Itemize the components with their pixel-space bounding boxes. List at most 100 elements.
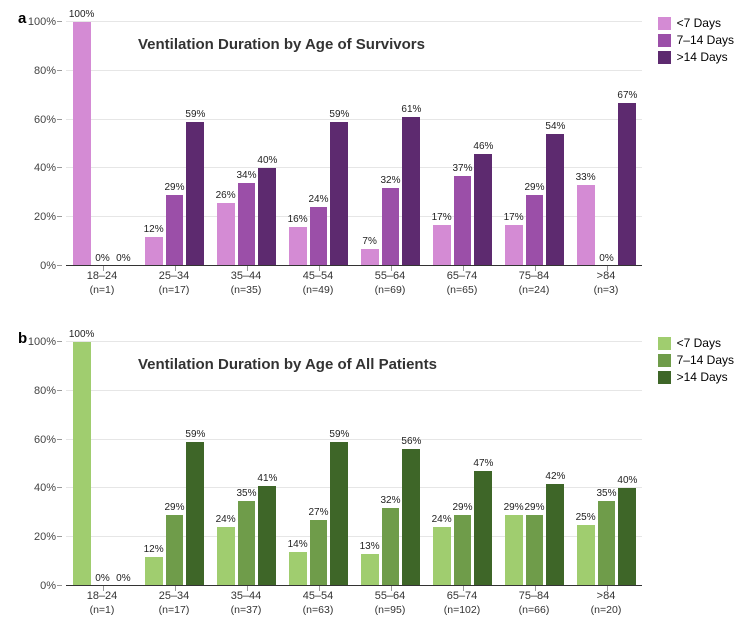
legend-swatch [658, 371, 671, 384]
bar-wrap: 54% [546, 22, 564, 266]
bar-wrap: 25% [577, 342, 595, 586]
bar-value-label: 29% [504, 502, 524, 513]
bar-group: 12%29%59% [138, 22, 210, 266]
bar-value-label: 17% [504, 212, 524, 223]
x-tick-label: 75–84(n=24) [498, 270, 570, 297]
y-tick-label: 0% [40, 260, 56, 272]
bar [402, 117, 420, 266]
bar-value-label: 26% [216, 190, 236, 201]
bar-wrap: 26% [217, 22, 235, 266]
x-tick-label: 55–64(n=95) [354, 590, 426, 617]
x-tick-label: 45–54(n=63) [282, 590, 354, 617]
bar-value-label: 56% [401, 436, 421, 447]
bar-group: 7%32%61% [354, 22, 426, 266]
bar-wrap: 29% [166, 342, 184, 586]
bar-wrap: 35% [238, 342, 256, 586]
bar [73, 22, 91, 266]
bar-wrap: 24% [433, 342, 451, 586]
legend-item: >14 Days [658, 50, 734, 64]
bar-value-label: 29% [524, 182, 544, 193]
legend-swatch [658, 34, 671, 47]
bar [433, 527, 451, 586]
plot-area: 0%20%40%60%80%100%100%0%0%12%29%59%26%34… [66, 22, 642, 266]
bar [289, 552, 307, 586]
bar-wrap: 42% [546, 342, 564, 586]
bar-value-label: 100% [69, 9, 95, 20]
bar [474, 471, 492, 586]
bar-group: 100%0%0% [66, 342, 138, 586]
bar-wrap: 61% [402, 22, 420, 266]
legend-swatch [658, 17, 671, 30]
bar-value-label: 40% [257, 155, 277, 166]
bar-wrap: 29% [505, 342, 523, 586]
bar-wrap: 56% [402, 342, 420, 586]
bar [577, 185, 595, 266]
chart-panel-a: aVentilation Duration by Age of Survivor… [18, 10, 734, 310]
bar-value-label: 33% [576, 172, 596, 183]
bar-value-label: 29% [452, 502, 472, 513]
bar-value-label: 12% [144, 544, 164, 555]
bar-wrap: 0% [114, 342, 132, 586]
bar-wrap: 29% [166, 22, 184, 266]
bar-wrap: 17% [505, 22, 523, 266]
bar-wrap: 0% [598, 22, 616, 266]
bar [217, 203, 235, 266]
legend-item: 7–14 Days [658, 33, 734, 47]
bar [330, 442, 348, 586]
bar-value-label: 14% [288, 539, 308, 550]
bar-wrap: 16% [289, 22, 307, 266]
y-axis: 0%20%40%60%80%100% [22, 342, 62, 586]
bar-group: 24%35%41% [210, 342, 282, 586]
x-axis-line [66, 585, 642, 586]
bar-group: 26%34%40% [210, 22, 282, 266]
bar-wrap: 35% [598, 342, 616, 586]
bar [310, 520, 328, 586]
bar [330, 122, 348, 266]
bar-value-label: 59% [185, 109, 205, 120]
bar-wrap: 12% [145, 342, 163, 586]
bar-wrap: 40% [258, 22, 276, 266]
bar-groups: 100%0%0%12%29%59%26%34%40%16%24%59%7%32%… [66, 22, 642, 266]
y-tick-label: 20% [34, 531, 56, 543]
y-tick-label: 60% [34, 114, 56, 126]
bar-wrap: 59% [330, 22, 348, 266]
bar [526, 515, 544, 586]
bar-value-label: 34% [236, 170, 256, 181]
y-tick-label: 20% [34, 211, 56, 223]
bar [238, 183, 256, 266]
bar-wrap: 37% [454, 22, 472, 266]
bar-value-label: 0% [599, 253, 613, 264]
x-axis-line [66, 265, 642, 266]
bar [166, 515, 184, 586]
bar [546, 134, 564, 266]
bar [433, 225, 451, 266]
y-tick-label: 0% [40, 580, 56, 592]
bar-value-label: 46% [473, 141, 493, 152]
bar-group: 100%0%0% [66, 22, 138, 266]
legend: <7 Days7–14 Days>14 Days [658, 336, 734, 387]
bar [382, 188, 400, 266]
x-tick-label: 18–24(n=1) [66, 590, 138, 617]
bar-value-label: 0% [116, 253, 130, 264]
x-tick-label: 25–34(n=17) [138, 590, 210, 617]
bar-wrap: 33% [577, 22, 595, 266]
y-tick-label: 60% [34, 434, 56, 446]
bar-value-label: 13% [360, 541, 380, 552]
bar-value-label: 29% [164, 502, 184, 513]
bar-value-label: 54% [545, 121, 565, 132]
x-tick-label: 75–84(n=66) [498, 590, 570, 617]
bar [505, 225, 523, 266]
bar [361, 554, 379, 586]
y-tick-label: 100% [28, 16, 56, 28]
x-tick-label: 55–64(n=69) [354, 270, 426, 297]
bar-value-label: 40% [617, 475, 637, 486]
bar-group: 29%29%42% [498, 342, 570, 586]
bar [454, 515, 472, 586]
bar-value-label: 37% [452, 163, 472, 174]
bar-wrap: 59% [186, 22, 204, 266]
bar-wrap: 41% [258, 342, 276, 586]
bar-wrap: 29% [526, 342, 544, 586]
bar-value-label: 29% [524, 502, 544, 513]
bar-value-label: 61% [401, 104, 421, 115]
bar-wrap: 100% [73, 22, 91, 266]
